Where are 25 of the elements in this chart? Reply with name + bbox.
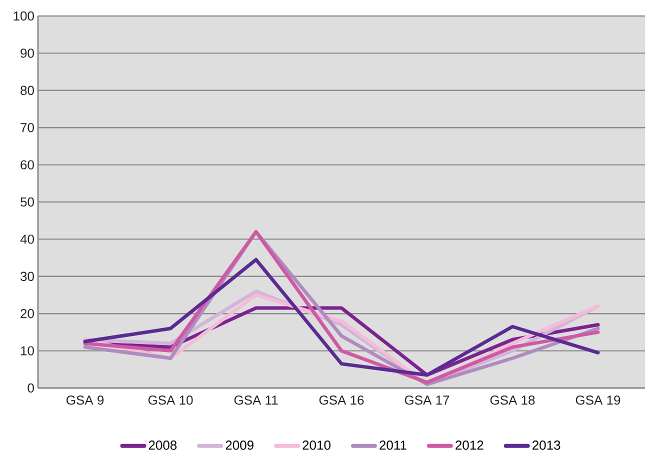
x-tick-label: GSA 16 [319, 396, 364, 405]
legend-label: 2010 [302, 440, 330, 450]
x-tick-label: GSA 18 [490, 396, 535, 405]
y-tick-label: 50 [20, 197, 34, 207]
line-series [83, 258, 600, 377]
y-tick-label: 20 [20, 308, 34, 318]
legend-label: 2009 [226, 440, 254, 450]
legend-label: 2008 [148, 440, 177, 450]
y-tick-label: 100 [14, 11, 34, 21]
x-tick-label: GSA 9 [66, 396, 104, 405]
y-tick-label: 60 [20, 160, 34, 170]
x-tick-label: GSA 17 [404, 396, 450, 405]
x-tick-label: GSA 10 [148, 396, 193, 405]
y-tick-label: 70 [20, 122, 34, 132]
y-tick-label: 10 [21, 346, 34, 356]
y-tick-label: 30 [20, 272, 34, 281]
y-tick-label: 0 [28, 383, 34, 393]
x-tick-label: GSA 19 [576, 396, 620, 405]
y-tick-label: 80 [20, 86, 34, 95]
legend-label: 2011 [380, 440, 406, 450]
legend-label: 2012 [456, 440, 484, 450]
legend-label: 2013 [532, 440, 560, 450]
x-tick-label: GSA 11 [234, 396, 278, 405]
y-tick-label: 90 [20, 48, 34, 58]
y-tick-label: 40 [20, 234, 34, 244]
